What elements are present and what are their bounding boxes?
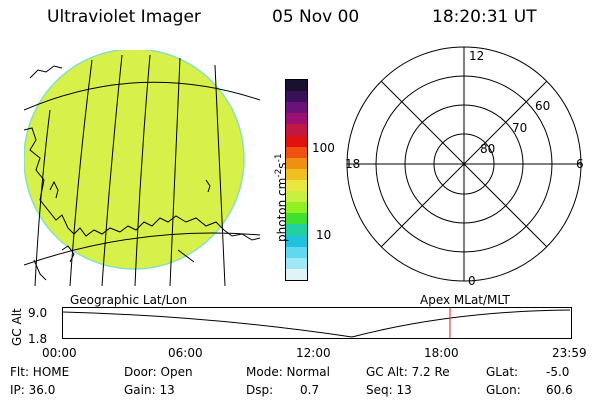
info-glon-value: 60.6	[546, 383, 573, 397]
timeline-ytick-max: 9.0	[28, 306, 48, 320]
timeline-xtick-4: 23:59	[552, 346, 587, 360]
colorbar-swatch	[286, 235, 307, 247]
colorbar-swatch	[286, 213, 307, 225]
colorbar-swatch	[286, 179, 307, 192]
info-gain: Gain: 13	[124, 383, 175, 397]
colorbar-swatch	[286, 91, 307, 103]
timeline-xtick-0: 00:00	[42, 346, 77, 360]
geo-map-label: Geographic Lat/Lon	[70, 293, 188, 307]
instrument-title: Ultraviolet Imager	[47, 7, 201, 27]
info-ip: IP: 36.0	[10, 383, 56, 397]
unit-sup-2: -1	[274, 153, 284, 163]
colorbar-swatch	[286, 257, 307, 269]
date-label: 05 Nov 00	[272, 7, 360, 27]
info-glat-label: GLat:	[486, 365, 519, 379]
colorbar-swatch	[286, 168, 307, 180]
info-door: Door: Open	[124, 365, 193, 379]
colorbar-swatch	[286, 157, 307, 169]
colorbar-swatch	[286, 191, 307, 203]
earth-disk	[24, 50, 245, 270]
mlt-label-0: 0	[468, 274, 476, 286]
polar-label: Apex MLat/MLT	[420, 293, 510, 307]
colorbar-swatch	[286, 246, 307, 258]
unit-mid: s	[275, 162, 289, 169]
colorbar-swatch	[286, 224, 307, 236]
altitude-curve	[62, 309, 571, 338]
colorbar-swatch	[286, 135, 307, 147]
altitude-timeline	[62, 307, 572, 339]
lat-label-70: 70	[512, 121, 527, 135]
geographic-map	[24, 50, 261, 286]
colorbar	[285, 79, 308, 281]
timeline-ylabel: GC Alt	[10, 308, 24, 346]
info-flight: Flt: HOME	[10, 365, 70, 379]
colorbar-tick-100: 100	[312, 141, 335, 155]
lat-label-80: 80	[480, 142, 495, 156]
colorbar-tick-10: 10	[316, 228, 332, 242]
timeline-ytick-min: 1.8	[28, 332, 48, 346]
timeline-xtick-2: 12:00	[296, 346, 331, 360]
timeline-xtick-1: 06:00	[168, 346, 203, 360]
colorbar-swatch	[286, 202, 307, 214]
colorbar-swatch	[286, 124, 307, 136]
polar-diagonal-2	[380, 80, 548, 248]
info-seq: Seq: 13	[366, 383, 412, 397]
unit-sup-1: -2	[274, 168, 284, 178]
colorbar-swatch	[286, 146, 307, 158]
polar-plot: 12 18 6 0 60 70 80	[345, 46, 584, 286]
colorbar-swatch	[286, 268, 307, 280]
colorbar-swatch	[286, 80, 307, 92]
info-glat-value: -5.0	[546, 365, 570, 379]
mlt-label-6: 6	[576, 157, 584, 171]
mlt-label-12: 12	[469, 49, 484, 63]
timeline-xtick-3: 18:00	[424, 346, 459, 360]
colorbar-unit-label: photon cm-2s-1	[274, 153, 289, 242]
mlt-label-18: 18	[345, 157, 360, 171]
info-glon-label: GLon:	[486, 383, 521, 397]
info-gc-alt: GC Alt: 7.2 Re	[366, 365, 450, 379]
time-label: 18:20:31 UT	[432, 7, 537, 27]
info-mode: Mode: Normal	[246, 365, 330, 379]
info-dsp-label: Dsp:	[246, 383, 274, 397]
info-dsp-value: 0.7	[300, 383, 320, 397]
colorbar-swatch	[286, 102, 307, 114]
lat-label-60: 60	[535, 99, 550, 113]
unit-main: photon cm	[275, 177, 289, 242]
colorbar-swatch	[286, 113, 307, 125]
